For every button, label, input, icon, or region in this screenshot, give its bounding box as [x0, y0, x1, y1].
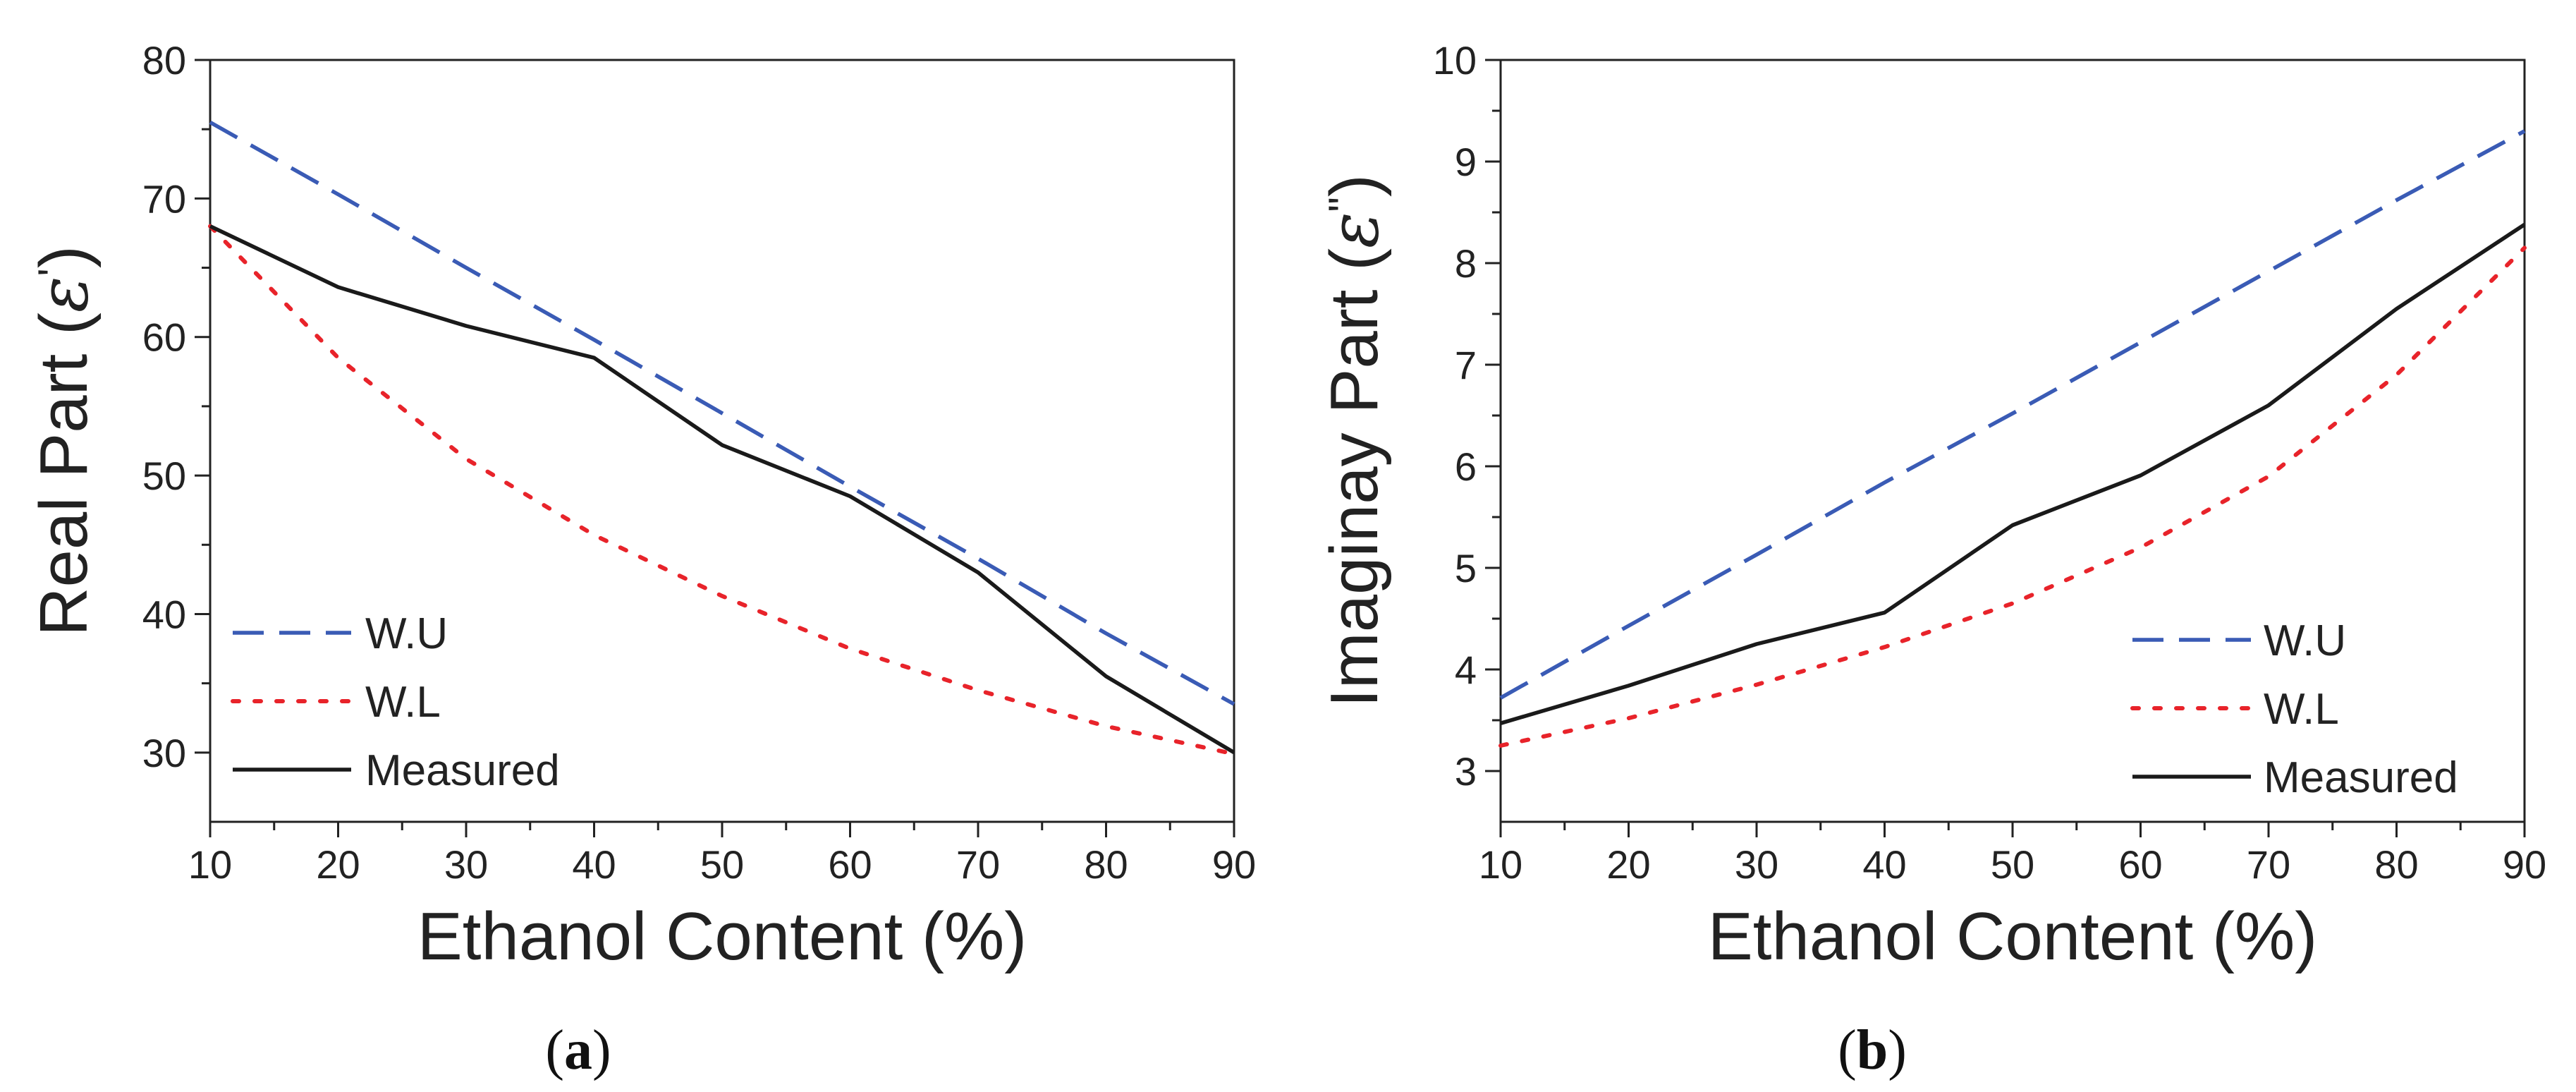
x-tick-label: 40: [1862, 842, 1906, 887]
x-tick-label: 90: [1212, 842, 1256, 887]
y-tick-label: 6: [1455, 444, 1477, 489]
y-axis-title: Real Part (ε'): [24, 245, 103, 636]
legend-label-wl: W.L: [2264, 685, 2339, 734]
x-tick-label: 40: [572, 842, 616, 887]
legend: W.U W.L Measured: [231, 609, 560, 795]
legend-label-measured: Measured: [2264, 753, 2458, 802]
y-axis-title-prime: ': [30, 268, 77, 276]
legend-label-measured: Measured: [365, 746, 560, 795]
x-tick-label: 10: [1479, 842, 1522, 887]
y-tick-label: 7: [1455, 343, 1477, 387]
y-tick-label: 40: [142, 592, 186, 636]
x-tick-label: 70: [956, 842, 1000, 887]
legend: W.U W.L Measured: [2130, 617, 2458, 802]
panel-label-letter: b: [1857, 1019, 1888, 1081]
series-line-wu: [209, 121, 1235, 706]
y-tick-label: 3: [1455, 749, 1477, 794]
x-tick-label: 90: [2503, 842, 2546, 887]
y-tick-label: 10: [1433, 38, 1477, 83]
y-tick-label: 5: [1455, 546, 1477, 590]
panel-label-close: ): [1888, 1019, 1907, 1081]
series-line-wl: [1498, 245, 2527, 748]
series-line-wl: [208, 224, 1236, 756]
y-tick-label: 50: [142, 454, 186, 498]
panel-label-open: (: [1838, 1019, 1857, 1081]
x-tick-label: 50: [1991, 842, 2034, 887]
legend-label-wl: W.L: [365, 678, 441, 727]
series-line-wu: [1499, 129, 2526, 700]
x-tick-label: 80: [1084, 842, 1128, 887]
x-tick-label: 60: [2118, 842, 2162, 887]
y-axis-title-symbol: ε: [1314, 212, 1393, 248]
y-axis-title-main: Imaginay Part (: [1317, 248, 1392, 708]
y-tick-label: 70: [142, 176, 186, 221]
x-tick-label: 30: [1735, 842, 1778, 887]
y-axis-title-close: ): [1317, 174, 1392, 197]
series-line-measured: [1500, 223, 2526, 725]
y-tick-label: 30: [142, 731, 186, 775]
y-axis-title: Imaginay Part (ε"): [1314, 174, 1393, 708]
y-axis-title-main: Real Part (: [26, 313, 102, 636]
y-axis-title-prime: ": [1320, 197, 1367, 212]
legend-label-wu: W.U: [2264, 617, 2346, 665]
panel-label-open: (: [545, 1019, 564, 1081]
panel-label-letter: a: [564, 1019, 592, 1081]
chart-panel-a: 10 20 30 40 50 60 70 80 90 30 40 50 60 70 80 Ethanol Co…: [24, 38, 1256, 1081]
x-axis-title: Ethanol Content (%): [417, 899, 1027, 974]
plot-frame: [209, 59, 1235, 823]
x-tick-label: 20: [316, 842, 360, 887]
y-tick-label: 80: [142, 38, 186, 83]
y-axis-title-symbol: ε: [24, 277, 103, 313]
y-tick-label: 9: [1455, 140, 1477, 184]
x-tick-label: 10: [188, 842, 232, 887]
y-tick-label: 60: [142, 315, 186, 360]
series-line-measured: [209, 224, 1235, 755]
x-tick-label: 50: [700, 842, 744, 887]
chart-panel-b: 10 20 30 40 50 60 70 80 90 3 4 5 6 7 8 9 10 Ethanol Conte…: [1314, 38, 2546, 1081]
y-tick-label: 8: [1455, 241, 1477, 286]
panel-label: (a): [545, 1019, 611, 1081]
x-tick-label: 20: [1606, 842, 1650, 887]
panel-label-close: ): [592, 1019, 611, 1081]
legend-label-wu: W.U: [365, 609, 448, 658]
x-tick-label: 80: [2374, 842, 2418, 887]
y-tick-label: 4: [1455, 648, 1477, 692]
x-tick-label: 30: [444, 842, 488, 887]
x-axis-title: Ethanol Content (%): [1708, 899, 2317, 974]
x-tick-label: 70: [2247, 842, 2290, 887]
panel-label: (b): [1838, 1019, 1907, 1081]
plot-frame: [1499, 59, 2526, 823]
y-axis-title-close: ): [26, 245, 102, 268]
x-tick-label: 60: [828, 842, 872, 887]
